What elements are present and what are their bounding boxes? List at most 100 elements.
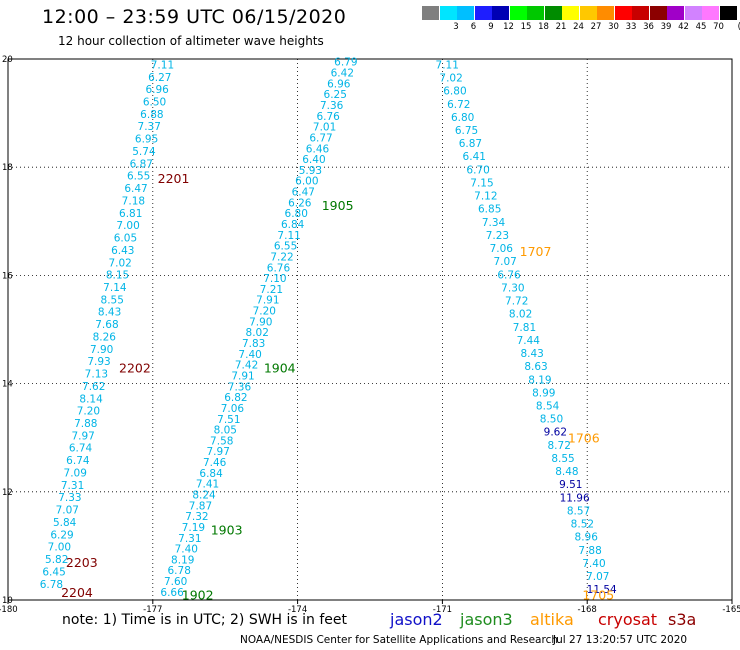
swh-value-label: 6.47 <box>292 187 315 199</box>
swh-value-label: 7.93 <box>87 356 110 368</box>
legend-jason2: jason2 <box>390 610 443 629</box>
swh-value-label: 7.91 <box>231 370 254 382</box>
swh-value-label: 5.93 <box>299 165 322 177</box>
swh-value-label: 6.85 <box>478 204 501 216</box>
swh-value-label: 7.00 <box>48 542 71 554</box>
swh-value-label: 6.96 <box>145 84 169 96</box>
swh-value-label: 7.19 <box>182 522 205 534</box>
y-tick-label: 20 <box>2 55 13 65</box>
swh-value-label: 7.18 <box>122 195 145 207</box>
scale-swatch <box>439 6 457 20</box>
swh-value-label: 6.72 <box>447 99 470 111</box>
pass-label: 1904 <box>264 360 296 375</box>
y-tick-label: 12 <box>2 488 13 498</box>
x-tick-label: -165 <box>722 605 740 615</box>
swh-value-label: 8.24 <box>192 490 216 502</box>
swh-value-label: 8.14 <box>79 393 103 405</box>
swh-value-label: 6.29 <box>50 529 73 541</box>
swh-value-label: 6.75 <box>455 125 478 137</box>
swh-value-label: 6.66 <box>160 587 184 599</box>
swh-value-label: 7.51 <box>217 414 240 426</box>
swh-value-label: 7.13 <box>85 369 108 381</box>
swh-value-label: 6.76 <box>267 262 291 274</box>
swh-value-label: 6.84 <box>199 468 223 480</box>
y-tick-label: 18 <box>2 163 13 173</box>
swh-value-label: 6.46 <box>306 143 330 155</box>
swh-value-label: 5.82 <box>45 554 68 566</box>
scale-label: 33 <box>625 22 637 32</box>
swh-value-label: 6.78 <box>168 565 191 577</box>
swh-value-label: 7.31 <box>61 480 84 492</box>
swh-value-label: 11.54 <box>587 584 617 596</box>
scale-label: 18 <box>538 22 549 32</box>
swh-value-label: 7.88 <box>578 545 601 557</box>
swh-value-label: 6.79 <box>334 57 357 69</box>
swh-value-label: 7.00 <box>116 220 139 232</box>
scale-unit: (ft) <box>729 22 740 32</box>
swh-value-label: 6.40 <box>302 154 325 166</box>
swh-value-label: 7.81 <box>513 322 536 334</box>
swh-value-label: 6.87 <box>459 138 482 150</box>
swh-value-label: 7.07 <box>493 256 516 268</box>
swh-value-label: 7.41 <box>196 479 219 491</box>
swh-value-label: 7.07 <box>56 505 79 517</box>
scale-swatch <box>702 6 719 20</box>
swh-value-label: 6.41 <box>463 151 486 163</box>
legend-jason3: jason3 <box>460 610 513 629</box>
swh-value-label: 9.62 <box>544 427 567 439</box>
swh-value-label: 7.11 <box>277 230 300 242</box>
scale-label: 30 <box>608 22 619 32</box>
swh-value-label: 7.40 <box>175 544 198 556</box>
swh-value-label: 6.95 <box>135 134 158 146</box>
swh-value-label: 7.09 <box>64 467 87 479</box>
swh-value-label: 6.55 <box>127 171 150 183</box>
legend-altika: altika <box>530 610 574 629</box>
pass-label: 1905 <box>322 198 354 213</box>
swh-value-label: 6.87 <box>130 158 153 170</box>
swh-value-label: 8.48 <box>555 466 578 478</box>
scale-label: 39 <box>660 22 672 32</box>
scale-label: 36 <box>643 22 654 32</box>
scale-label: 45 <box>695 22 707 32</box>
scale-label: 42 <box>678 22 689 32</box>
swh-value-label: 8.96 <box>575 532 599 544</box>
scale-label: 15 <box>520 22 532 32</box>
legend-s3a: s3a <box>668 610 697 629</box>
swh-value-label: 11.96 <box>560 492 590 504</box>
swh-value-label: 8.05 <box>214 425 237 437</box>
swh-value-label: 8.55 <box>551 453 574 465</box>
y-tick-label: 10 <box>2 596 13 606</box>
pass-label: 2201 <box>158 171 190 186</box>
swh-value-label: 7.97 <box>71 430 94 442</box>
scale-label: 9 <box>488 22 494 32</box>
swh-value-label: 5.74 <box>132 146 156 158</box>
pass-label: 2204 <box>61 585 93 600</box>
swh-value-label: 7.23 <box>486 230 509 242</box>
swh-value-label: 6.45 <box>42 566 65 578</box>
swh-value-label: 7.06 <box>221 403 245 415</box>
swh-value-label: 6.76 <box>497 269 521 281</box>
swh-value-label: 7.83 <box>242 338 265 350</box>
swh-value-label: 7.20 <box>77 406 100 418</box>
pass-label: 1705 <box>582 588 614 603</box>
swh-value-label: 8.50 <box>540 414 563 426</box>
credit-text: NOAA/NESDIS Center for Satellite Applica… <box>240 634 558 646</box>
x-tick-label: -174 <box>288 605 307 615</box>
swh-value-label: 7.20 <box>253 306 276 318</box>
scale-swatch <box>509 6 527 20</box>
footer-note: note: 1) Time is in UTC; 2) SWH is in fe… <box>62 612 348 628</box>
swh-value-label: 8.43 <box>98 307 121 319</box>
swh-value-label: 7.01 <box>313 122 336 134</box>
swh-value-label: 6.96 <box>327 78 351 90</box>
swh-value-label: 8.54 <box>536 401 560 413</box>
credit-timestamp: Jul 27 13:20:57 UTC 2020 <box>553 634 688 646</box>
scale-swatch <box>544 6 562 20</box>
swh-value-label: 7.60 <box>164 576 187 588</box>
swh-value-label: 8.19 <box>171 554 194 566</box>
swh-value-label: 6.00 <box>295 176 318 188</box>
swh-value-label: 7.02 <box>439 73 462 85</box>
swh-value-label: 6.47 <box>124 183 147 195</box>
swh-value-label: 6.80 <box>451 112 474 124</box>
